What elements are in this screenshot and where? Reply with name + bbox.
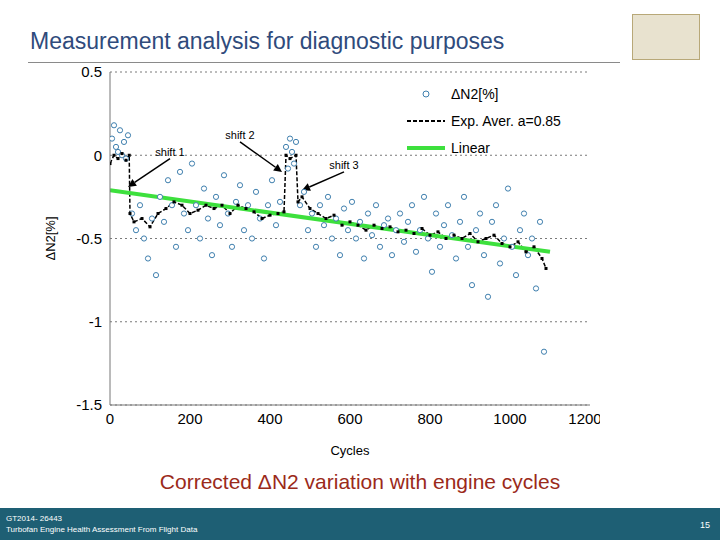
svg-text:-1.5: -1.5 bbox=[76, 396, 102, 413]
svg-text:600: 600 bbox=[337, 410, 362, 427]
svg-text:800: 800 bbox=[417, 410, 442, 427]
svg-text:0.5: 0.5 bbox=[81, 63, 102, 80]
html-text:ΔN2[%]: ΔN2[%] bbox=[451, 85, 499, 102]
html-text:Turbofan Engine Health Assessm: Turbofan Engine Health Assessment From F… bbox=[6, 525, 198, 534]
html-text:Corrected ΔN2 variation with e: Corrected ΔN2 variation with engine cycl… bbox=[159, 470, 561, 493]
svg-text:-0.5: -0.5 bbox=[76, 230, 102, 247]
svg-text:ΔN2[%]: ΔN2[%] bbox=[43, 216, 58, 260]
html-text:Exp. Aver. a=0.85: Exp. Aver. a=0.85 bbox=[451, 112, 561, 129]
html-text:Linear: Linear bbox=[451, 139, 490, 156]
svg-text:0: 0 bbox=[106, 410, 114, 427]
svg-text:0: 0 bbox=[94, 147, 102, 164]
svg-text:400: 400 bbox=[257, 410, 282, 427]
svg-text:shift 2: shift 2 bbox=[225, 129, 254, 141]
svg-text:200: 200 bbox=[177, 410, 202, 427]
svg-text:1200: 1200 bbox=[568, 410, 600, 427]
svg-text:-1: -1 bbox=[89, 313, 102, 330]
html-text:15: 15 bbox=[700, 520, 710, 530]
svg-text:shift 1: shift 1 bbox=[155, 146, 184, 158]
html-text:GT2014- 26443: GT2014- 26443 bbox=[6, 514, 62, 523]
svg-text:shift 3: shift 3 bbox=[329, 159, 358, 171]
svg-text:1000: 1000 bbox=[493, 410, 526, 427]
svg-text:Cycles: Cycles bbox=[330, 443, 370, 458]
html-text:Measurement analysis for diagn: Measurement analysis for diagnostic purp… bbox=[30, 28, 505, 54]
